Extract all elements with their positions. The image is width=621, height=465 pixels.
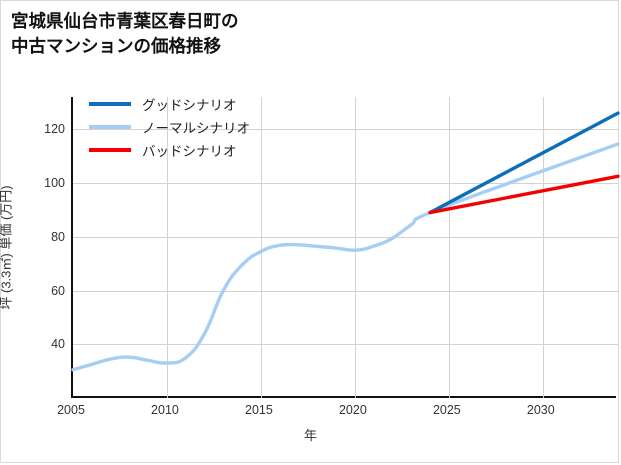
gridline-horizontal	[73, 290, 618, 292]
gridline-vertical	[260, 97, 262, 398]
chart-title: 宮城県仙台市青葉区春日町の 中古マンションの価格推移	[11, 11, 239, 56]
legend-item[interactable]: ノーマルシナリオ	[89, 115, 250, 138]
y-tick-label: 120	[44, 122, 65, 137]
x-tick-label: 2015	[245, 403, 273, 417]
gridline-horizontal	[73, 236, 618, 238]
legend-item[interactable]: バッドシナリオ	[89, 138, 250, 161]
series-line	[71, 142, 620, 372]
y-tick-label: 60	[51, 283, 65, 298]
y-axis-title: 坪 (3.3㎡) 単価 (万円)	[0, 97, 15, 398]
chart-legend: グッドシナリオ ノーマルシナリオ バッドシナリオ	[89, 92, 250, 161]
legend-swatch-icon	[89, 101, 131, 106]
series-line	[428, 111, 620, 215]
x-tick-label: 2030	[526, 403, 555, 417]
legend-swatch-icon	[89, 147, 131, 152]
plot-area	[71, 97, 620, 398]
y-tick-label: 100	[44, 176, 65, 190]
x-tick-label: 2005	[57, 403, 85, 417]
legend-swatch-icon	[89, 124, 131, 129]
gridline-horizontal	[73, 129, 618, 131]
chart-lines	[71, 111, 620, 372]
legend-label: グッドシナリオ	[142, 97, 237, 113]
y-tick-label: 80	[51, 229, 65, 244]
gridline-vertical	[542, 97, 544, 398]
x-tick-label: 2025	[432, 403, 461, 417]
y-tick-label: 40	[51, 337, 65, 352]
x-tick-label: 2020	[338, 403, 367, 417]
gridline-vertical	[166, 97, 168, 398]
legend-item[interactable]: グッドシナリオ	[89, 92, 250, 115]
series-line	[428, 174, 620, 215]
gridline-vertical	[354, 97, 356, 398]
x-axis-title: 年	[303, 428, 317, 443]
x-tick-label: 2010	[151, 403, 179, 417]
legend-label: ノーマルシナリオ	[142, 120, 250, 136]
gridline-horizontal	[73, 183, 618, 184]
gridline-horizontal	[73, 344, 618, 346]
legend-label: バッドシナリオ	[142, 143, 237, 159]
y-axis-title-text: 坪 (3.3㎡) 単価 (万円)	[0, 185, 14, 310]
gridline-vertical	[448, 97, 450, 398]
